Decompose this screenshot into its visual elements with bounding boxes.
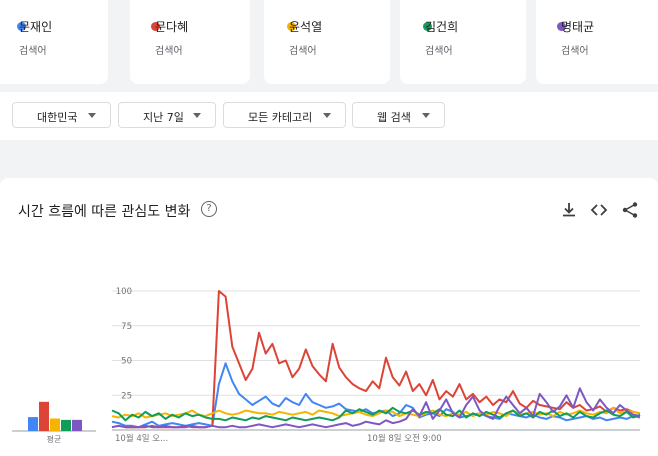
filter-dropdown[interactable]: 모든 카테고리 [223,102,346,128]
search-term-label: 문재인 [19,20,53,34]
search-term-sublabel: 검색어 [425,46,453,57]
filter-bar: 대한민국 지난 7일 모든 카테고리 웹 검색 [0,92,658,140]
search-term-sublabel: 검색어 [289,46,317,57]
search-term-label: 명태균 [561,20,595,34]
filter-dropdown[interactable]: 웹 검색 [352,102,445,128]
search-term-label: 김건희 [425,20,459,34]
y-tick-label: 25 [121,391,132,401]
filter-dropdown[interactable]: 지난 7일 [118,102,216,128]
average-bar [72,419,82,431]
average-bar [39,401,49,431]
term-color-dot [151,22,160,31]
chart-title: 시간 흐름에 따른 관심도 변화 [18,204,191,220]
average-bar [61,419,71,431]
search-term-card[interactable] [400,0,526,84]
caret-down-icon [88,113,96,118]
caret-down-icon [323,113,331,118]
series-line [111,290,641,429]
filter-label: 웹 검색 [377,111,411,124]
term-color-dot [557,22,566,31]
x-tick-label: 10월 8일 오전 9:00 [367,433,442,444]
series-line [111,387,641,429]
x-tick-label: 10월 4일 오... [115,433,168,444]
search-term-sublabel: 검색어 [561,46,589,57]
search-term-label: 문다혜 [155,20,189,34]
term-color-dot [17,22,26,31]
term-color-dot [423,22,432,31]
caret-down-icon [193,113,201,118]
download-icon[interactable] [560,201,578,219]
caret-down-icon [422,113,430,118]
line-chart: 100 75 50 25 10월 4일 오... 10월 8일 오전 9:00 평균 [12,287,641,444]
search-term-card[interactable] [0,0,108,84]
average-bar [50,418,60,431]
filter-label: 대한민국 [37,111,78,124]
search-term-label: 윤석열 [289,20,323,34]
search-term-sublabel: 검색어 [155,46,183,57]
filter-dropdown[interactable]: 대한민국 [12,102,111,128]
help-icon[interactable]: ? [201,201,217,217]
embed-icon[interactable] [590,201,608,219]
averages-label: 평균 [47,434,62,444]
y-tick-label: 75 [121,322,132,332]
filter-label: 모든 카테고리 [248,111,313,124]
y-tick-label: 100 [116,287,132,297]
search-term-card[interactable] [130,0,250,84]
interest-over-time-card: 시간 흐름에 따른 관심도 변화 ? 100 75 50 25 10월 4일 오... 1… [0,178,658,456]
search-term-card[interactable] [536,0,658,84]
share-icon[interactable] [621,201,639,219]
search-term-sublabel: 검색어 [19,46,47,57]
filter-label: 지난 7일 [143,111,184,124]
y-tick-label: 50 [121,357,132,367]
average-bar [28,417,38,431]
term-color-dot [287,22,296,31]
search-term-card[interactable] [264,0,390,84]
